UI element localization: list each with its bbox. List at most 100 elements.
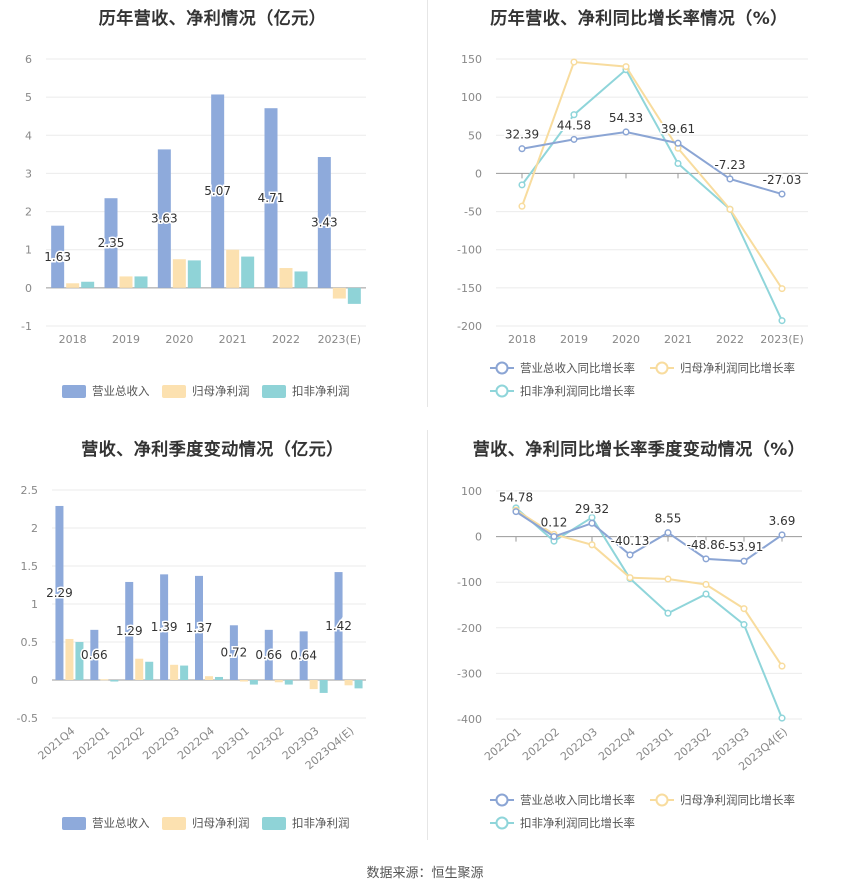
legend-label: 扣非净利润	[292, 816, 350, 830]
data-point	[626, 574, 634, 582]
bar	[135, 658, 144, 680]
bar	[215, 676, 223, 680]
data-point	[570, 111, 578, 119]
data-label: 32.39	[505, 128, 539, 142]
data-point	[778, 190, 786, 198]
y-tick-label: -200	[457, 320, 482, 333]
y-tick-label: 1	[25, 244, 32, 257]
data-label: -48.86	[687, 538, 726, 552]
y-tick-label: -200	[457, 622, 482, 635]
data-point	[664, 529, 672, 537]
legend-label: 扣非净利润同比增长率	[520, 816, 635, 830]
data-point	[664, 609, 672, 617]
y-tick-label: 1	[31, 598, 38, 611]
y-tick-label: 2	[25, 206, 32, 219]
data-label: 1.29	[116, 624, 143, 638]
x-tick-label: 2020	[612, 333, 640, 346]
bar	[195, 575, 203, 680]
y-tick-label: 0.5	[21, 636, 39, 649]
legend-swatch	[162, 385, 186, 398]
data-point	[778, 662, 786, 670]
bar	[319, 680, 328, 693]
data-point	[550, 532, 558, 541]
data-point	[518, 145, 526, 153]
data-point	[570, 135, 578, 143]
data-point	[726, 205, 734, 213]
data-point	[778, 285, 786, 293]
chart-title: 历年营收、净利情况（亿元）	[98, 9, 327, 29]
legend-swatch-marker	[495, 816, 509, 830]
legend-swatch	[262, 385, 286, 398]
data-label: 4.71	[258, 191, 285, 205]
x-tick-label: 2022Q3	[140, 724, 182, 762]
y-tick-label: 150	[461, 53, 482, 66]
y-tick-label: -300	[457, 667, 482, 680]
x-tick-label: 2019	[560, 333, 588, 346]
x-tick-label: 2022	[716, 333, 744, 346]
y-tick-label: -50	[464, 206, 482, 219]
x-tick-label: 2018	[508, 333, 536, 346]
data-point	[740, 605, 748, 613]
legend-swatch	[62, 385, 86, 398]
bar	[294, 271, 308, 288]
panel-quarterly-growth: 营收、净利同比增长率季度变动情况（%） -400 -300 -200 -100 0 100…	[428, 425, 850, 850]
y-tick-label: -0.5	[17, 712, 38, 725]
y-tick-label: -100	[457, 576, 482, 589]
bar	[66, 283, 80, 288]
data-label: 0.72	[221, 646, 248, 660]
y-tick-label: 2	[31, 522, 38, 535]
y-tick-label: -150	[457, 282, 482, 295]
y-tick-label: 100	[461, 91, 482, 104]
bar	[354, 680, 363, 689]
data-point	[778, 317, 786, 325]
data-point	[740, 557, 748, 565]
data-label: 0.64	[290, 649, 317, 663]
chart-title: 营收、净利同比增长率季度变动情况（%）	[472, 440, 806, 460]
legend-label: 营业总收入同比增长率	[520, 793, 635, 807]
bar	[249, 680, 258, 685]
data-label: 3.43	[311, 215, 338, 229]
data-point	[702, 555, 710, 563]
legend-label: 归母净利润	[192, 384, 250, 398]
bar	[226, 249, 240, 288]
data-label: 1.63	[44, 250, 71, 264]
quarterly-revenue-chart: -0.5 0 0.5 1 1.5 2 2.5 2.29 2021Q4 0.66 2022Q1 1.29…	[17, 484, 366, 830]
bar	[65, 638, 74, 680]
data-point	[702, 590, 710, 598]
data-point	[588, 541, 596, 549]
bar	[90, 629, 99, 680]
annual-revenue-chart: -1 0 1 2 3 4 5 6 1.63 2018 2.35 2019 3.63 2020 5.07 202…	[21, 53, 366, 398]
x-tick-label: 2022Q2	[105, 724, 147, 762]
bar	[299, 631, 308, 680]
x-tick-label: 2019	[112, 333, 140, 346]
chart-title: 历年营收、净利同比增长率情况（%）	[490, 9, 788, 29]
data-point	[778, 714, 786, 722]
x-tick-label: 2022Q1	[482, 725, 524, 763]
y-tick-label: 50	[468, 129, 482, 142]
x-tick-label: 2021	[664, 333, 692, 346]
data-label: 1.39	[151, 620, 178, 634]
data-label: 29.32	[575, 502, 609, 516]
data-source: 数据来源：恒生聚源	[366, 866, 484, 881]
bar	[104, 198, 118, 288]
y-tick-label: 0	[475, 531, 482, 544]
data-point	[674, 159, 682, 168]
data-point	[726, 175, 734, 183]
data-label: 54.78	[499, 491, 533, 505]
x-tick-label: 2022Q2	[520, 725, 562, 763]
bar	[157, 149, 171, 288]
legend-label: 扣非净利润	[292, 384, 350, 398]
x-tick-label: 2021	[219, 333, 247, 346]
bar	[187, 260, 201, 288]
divider-top	[427, 0, 428, 407]
bar	[241, 256, 255, 288]
data-label: 2.29	[46, 586, 73, 600]
bar	[100, 679, 109, 681]
y-tick-label: -1	[21, 320, 32, 333]
bar	[309, 680, 318, 690]
bar	[344, 680, 353, 686]
bar	[145, 661, 154, 680]
legend-label: 归母净利润	[192, 816, 250, 830]
data-label: 44.58	[557, 118, 591, 132]
bar	[347, 287, 361, 304]
